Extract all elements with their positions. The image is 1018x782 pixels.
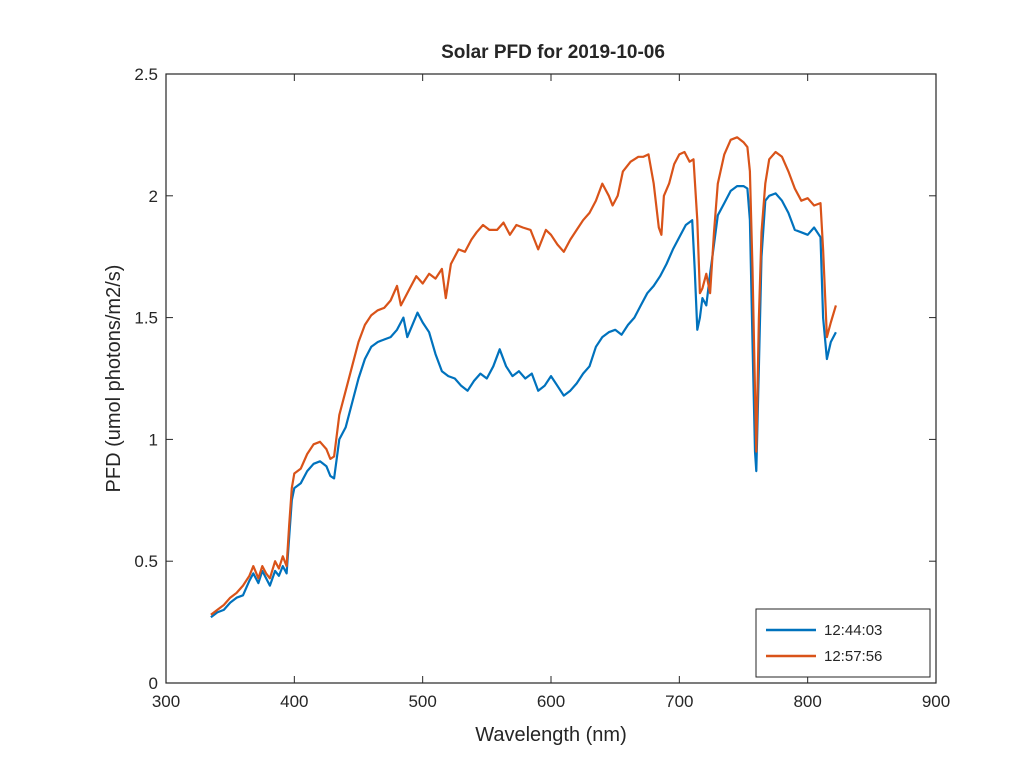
x-tick-label: 900: [922, 692, 950, 711]
legend-label: 12:57:56: [824, 648, 882, 665]
y-tick-label: 0: [149, 674, 158, 693]
x-tick-label: 800: [793, 692, 821, 711]
x-tick-label: 600: [537, 692, 565, 711]
legend: 12:44:03 12:57:56: [755, 608, 931, 678]
axis-ticks: 300 400 500 600 700 800 900 0 0.5 1 1.5 2 2.5: [134, 65, 950, 711]
series-line-2: [210, 136, 837, 616]
y-axis-label: PFD (umol photons/m2/s): [103, 265, 125, 493]
y-tick-label: 1.5: [134, 309, 158, 328]
x-tick-label: 400: [280, 692, 308, 711]
x-tick-label: 500: [408, 692, 436, 711]
series-line-1: [210, 185, 837, 619]
legend-box: [755, 608, 931, 678]
y-tick-label: 2: [149, 187, 158, 206]
series-lines: [210, 136, 837, 619]
x-axis-label: Wavelength (nm): [475, 724, 627, 746]
x-tick-label: 700: [665, 692, 693, 711]
x-tick-label: 300: [152, 692, 180, 711]
chart-title: Solar PFD for 2019-10-06: [441, 42, 665, 63]
legend-label: 12:44:03: [824, 622, 882, 639]
y-tick-label: 1: [149, 430, 158, 449]
y-tick-label: 2.5: [134, 65, 158, 84]
y-tick-label: 0.5: [134, 552, 158, 571]
